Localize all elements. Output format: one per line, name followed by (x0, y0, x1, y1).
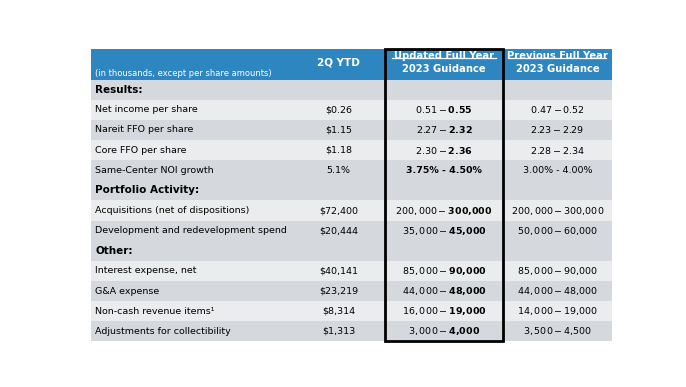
Text: Non-cash revenue items¹: Non-cash revenue items¹ (95, 307, 215, 316)
Text: Same-Center NOI growth: Same-Center NOI growth (95, 166, 214, 175)
Text: $16,000 - $19,000: $16,000 - $19,000 (401, 305, 486, 317)
Text: 5.1%: 5.1% (327, 166, 351, 175)
Text: $2.23 - $2.29: $2.23 - $2.29 (530, 125, 584, 135)
Text: Nareit FFO per share: Nareit FFO per share (95, 125, 193, 134)
Text: Other:: Other: (95, 246, 133, 256)
Bar (91, 281, 612, 301)
Text: (in thousands, except per share amounts): (in thousands, except per share amounts) (95, 68, 272, 77)
Bar (91, 221, 612, 241)
Text: $44,000 - $48,000: $44,000 - $48,000 (401, 285, 486, 297)
Bar (91, 100, 612, 120)
Text: 2Q YTD: 2Q YTD (317, 57, 360, 67)
Bar (91, 200, 612, 221)
Text: Development and redevelopment spend: Development and redevelopment spend (95, 226, 287, 235)
Text: $8,314: $8,314 (322, 307, 355, 316)
Bar (91, 241, 612, 261)
Text: $40,141: $40,141 (319, 267, 358, 276)
Text: $1.15: $1.15 (325, 125, 352, 134)
Bar (91, 120, 612, 140)
Text: 3.00% - 4.00%: 3.00% - 4.00% (523, 166, 592, 175)
Text: $14,000 - $19,000: $14,000 - $19,000 (517, 305, 598, 317)
Text: Results:: Results: (95, 85, 143, 95)
Text: $200,000 - $300,000: $200,000 - $300,000 (510, 205, 604, 217)
Text: $3,000 - $4,000: $3,000 - $4,000 (408, 325, 480, 337)
Text: Portfolio Activity:: Portfolio Activity: (95, 185, 200, 195)
Bar (91, 80, 612, 100)
Text: $85,000 - $90,000: $85,000 - $90,000 (517, 265, 598, 277)
Text: $2.27 - $2.32: $2.27 - $2.32 (416, 125, 473, 135)
Text: $35,000 - $45,000: $35,000 - $45,000 (401, 225, 486, 237)
Text: $85,000 - $90,000: $85,000 - $90,000 (401, 265, 486, 277)
Text: $0.47 - $0.52: $0.47 - $0.52 (530, 104, 585, 115)
Text: Previous Full Year
2023 Guidance: Previous Full Year 2023 Guidance (507, 51, 608, 74)
Text: $1,313: $1,313 (322, 327, 355, 336)
Bar (91, 301, 612, 321)
Text: $0.26: $0.26 (325, 105, 352, 114)
Text: 3.75% - 4.50%: 3.75% - 4.50% (406, 166, 482, 175)
Bar (91, 261, 612, 281)
Text: $3,500 - $4,500: $3,500 - $4,500 (523, 325, 592, 337)
Bar (91, 180, 612, 200)
Text: Core FFO per share: Core FFO per share (95, 146, 187, 155)
Text: Updated Full Year
2023 Guidance: Updated Full Year 2023 Guidance (394, 51, 494, 74)
Text: Adjustments for collectibility: Adjustments for collectibility (95, 327, 231, 336)
Text: $200,000 - $300,000: $200,000 - $300,000 (395, 205, 493, 217)
Text: $50,000 -$60,000: $50,000 -$60,000 (517, 225, 598, 237)
Text: $72,400: $72,400 (319, 206, 358, 215)
Bar (386, 50, 503, 341)
Text: $2.28 - $2.34: $2.28 - $2.34 (530, 145, 585, 156)
Text: Net income per share: Net income per share (95, 105, 198, 114)
Text: G&A expense: G&A expense (95, 287, 160, 296)
Text: $0.51 - $0.55: $0.51 - $0.55 (415, 104, 473, 115)
Bar (91, 321, 612, 341)
Text: $44,000 - $48,000: $44,000 - $48,000 (517, 285, 598, 297)
Text: Interest expense, net: Interest expense, net (95, 267, 197, 276)
Bar (91, 160, 612, 180)
Text: $20,444: $20,444 (319, 226, 358, 235)
Text: $1.18: $1.18 (325, 146, 352, 155)
Text: $23,219: $23,219 (319, 287, 358, 296)
Bar (91, 140, 612, 160)
Text: $2.30 - $2.36: $2.30 - $2.36 (415, 145, 473, 156)
Bar (91, 50, 612, 80)
Text: Acquisitions (net of dispositions): Acquisitions (net of dispositions) (95, 206, 250, 215)
